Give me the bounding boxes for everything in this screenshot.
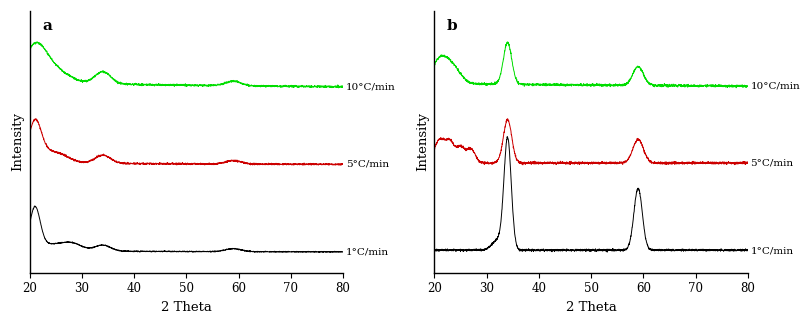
- X-axis label: 2 Theta: 2 Theta: [566, 301, 616, 314]
- Text: b: b: [447, 19, 457, 33]
- Text: 1°C/min: 1°C/min: [750, 246, 793, 255]
- Text: 10°C/min: 10°C/min: [345, 83, 395, 92]
- Y-axis label: Intensity: Intensity: [11, 112, 24, 171]
- Text: 5°C/min: 5°C/min: [750, 158, 793, 167]
- Text: 10°C/min: 10°C/min: [750, 82, 800, 91]
- Text: a: a: [42, 19, 52, 33]
- Y-axis label: Intensity: Intensity: [416, 112, 429, 171]
- Text: 1°C/min: 1°C/min: [345, 247, 388, 256]
- Text: 5°C/min: 5°C/min: [345, 159, 388, 168]
- X-axis label: 2 Theta: 2 Theta: [161, 301, 212, 314]
